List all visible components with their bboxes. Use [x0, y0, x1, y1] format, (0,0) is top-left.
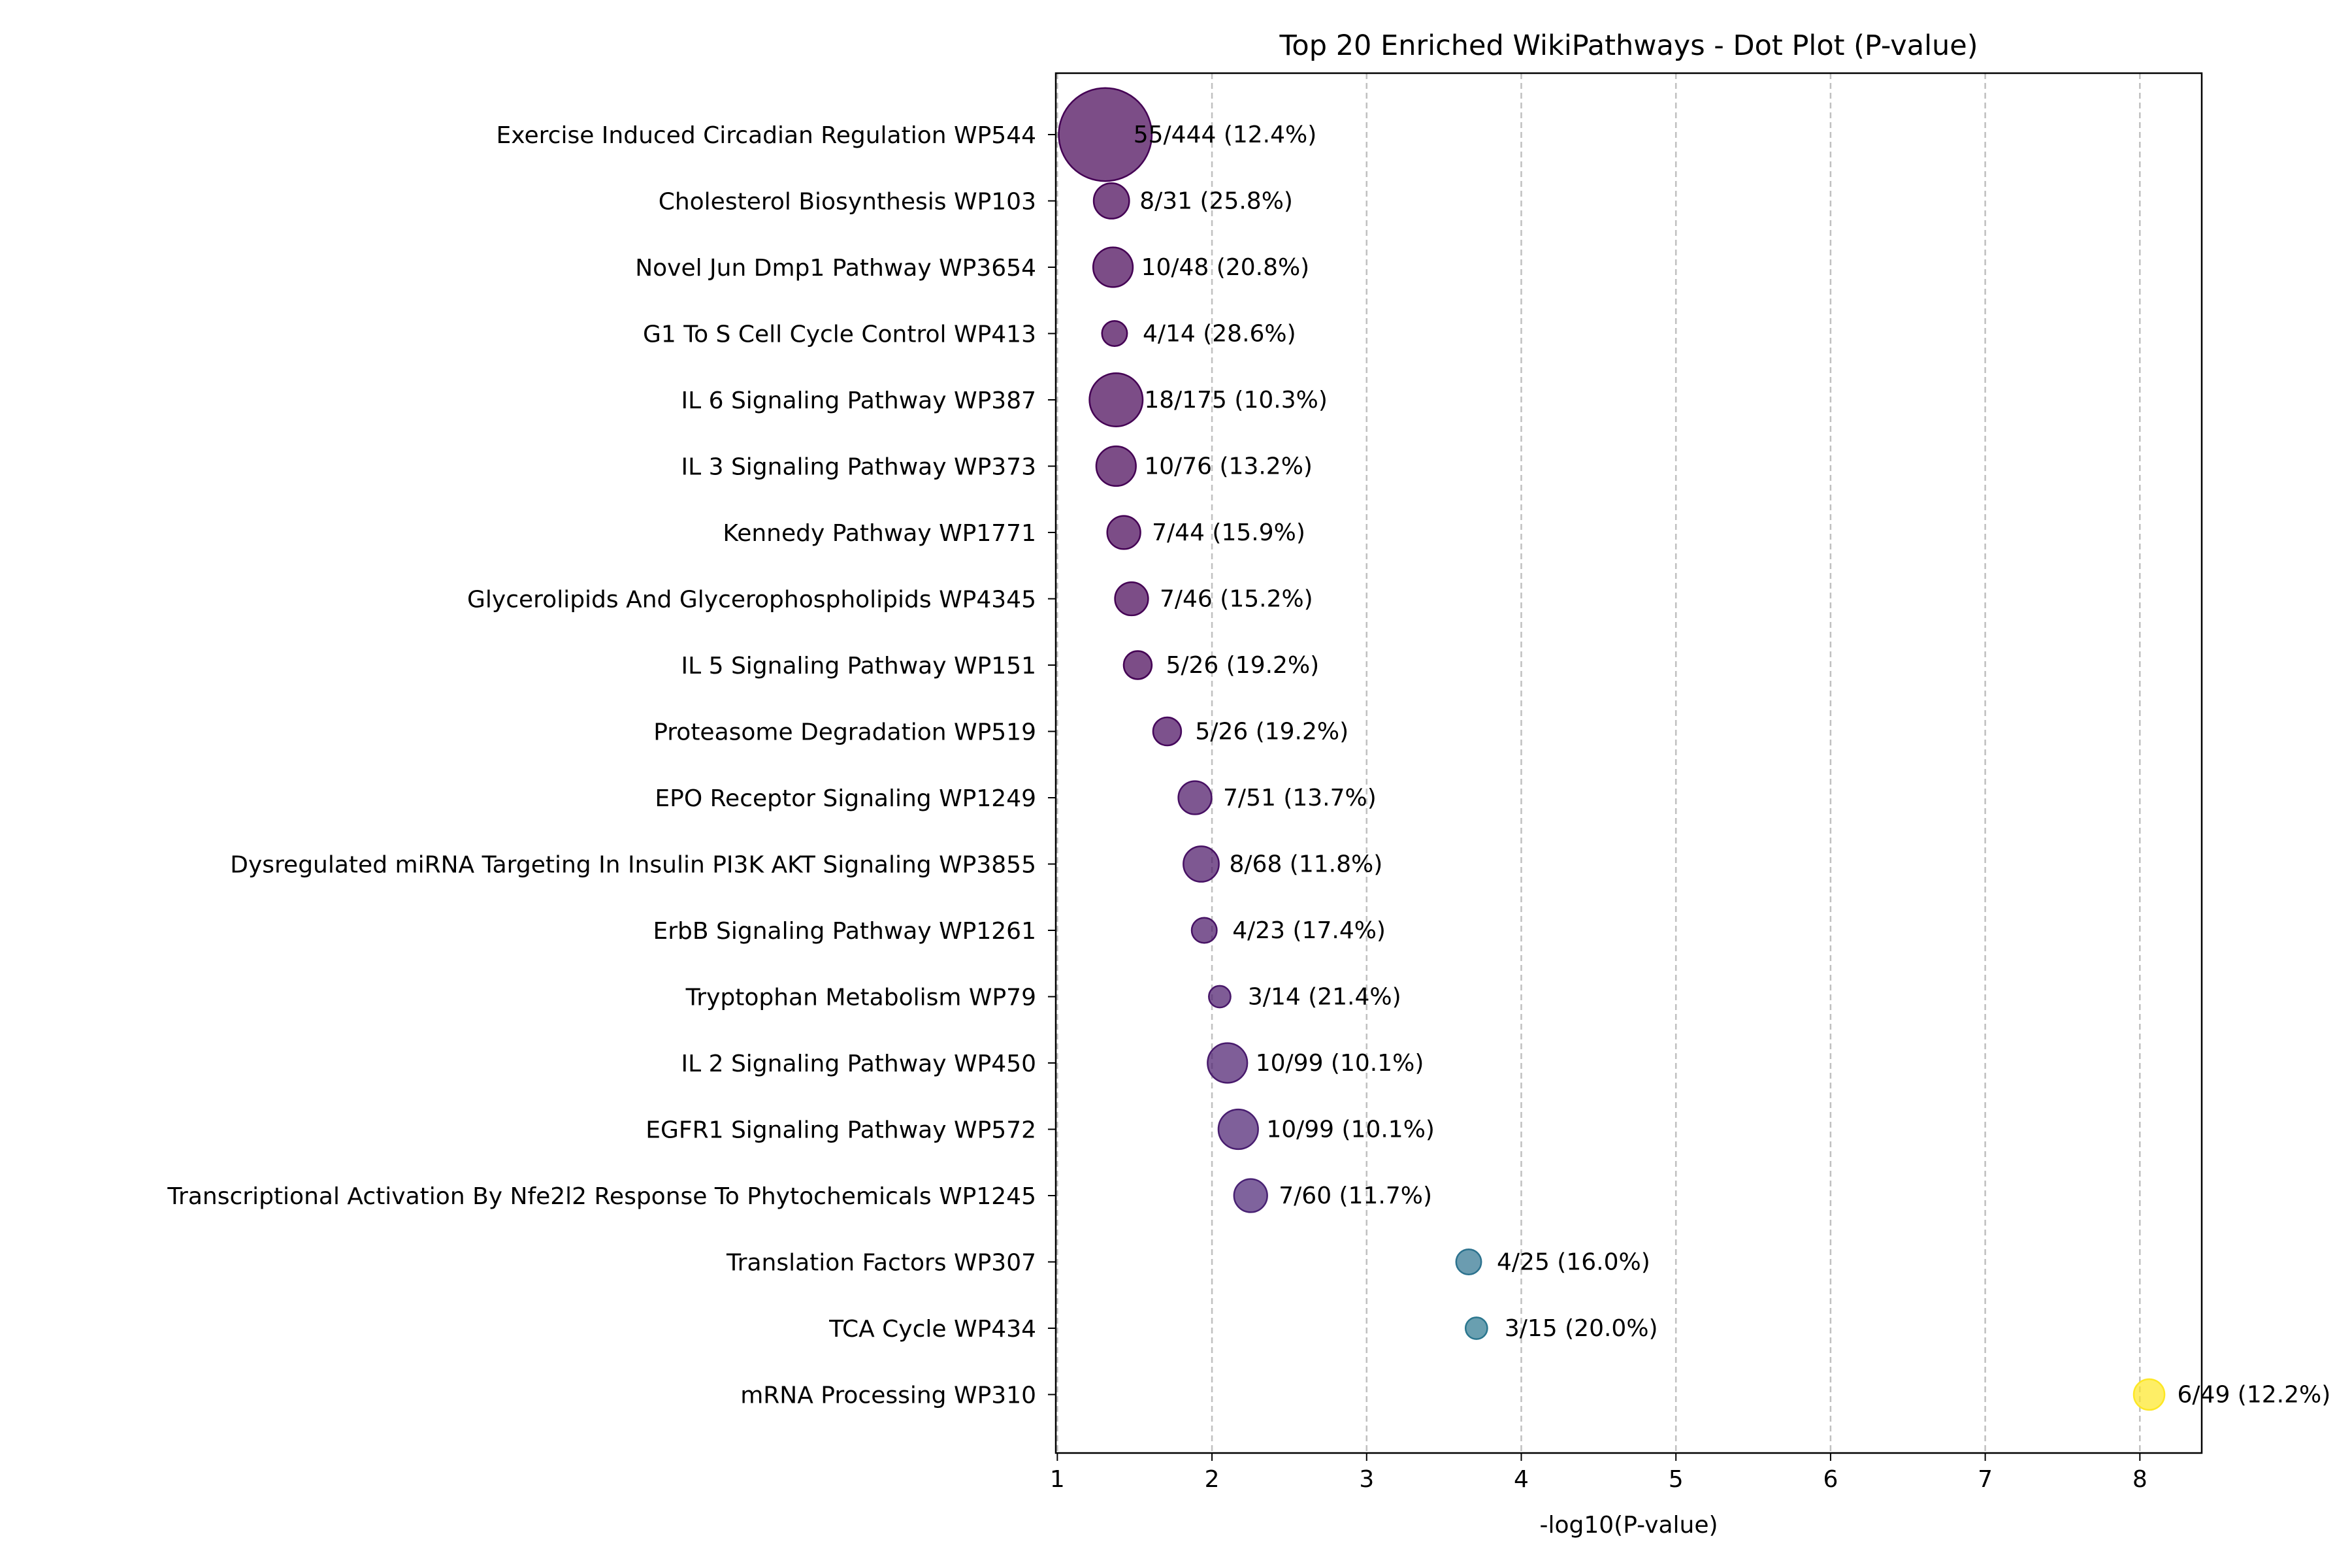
x-tick-label: 2	[1205, 1466, 1220, 1493]
y-tick-label: Kennedy Pathway WP1771	[723, 520, 1036, 547]
data-point	[1177, 780, 1213, 815]
data-point	[1152, 716, 1183, 747]
data-label: 4/23 (17.4%)	[1232, 917, 1386, 944]
y-tick-label: Glycerolipids And Glycerophospholipids W…	[467, 587, 1036, 613]
x-axis-label: -log10(P-value)	[1539, 1512, 1718, 1539]
y-tick-label: EPO Receptor Signaling WP1249	[655, 785, 1036, 812]
axes-frame	[1054, 72, 2203, 1454]
data-point	[1106, 515, 1141, 550]
data-label: 10/99 (10.1%)	[1266, 1117, 1435, 1143]
data-label: 8/31 (25.8%)	[1139, 188, 1293, 215]
data-point	[1183, 845, 1220, 883]
data-point	[1464, 1316, 1488, 1340]
data-label: 6/49 (12.2%)	[2178, 1382, 2331, 1409]
y-axis-category-labels: Exercise Induced Circadian Regulation WP…	[167, 122, 1036, 1409]
y-tick-label: TCA Cycle WP434	[828, 1316, 1036, 1343]
x-axis-ticks: 1 2 3 4 5 6 7 8	[1048, 134, 2148, 1493]
y-tick-label: G1 To S Cell Cycle Control WP413	[643, 321, 1036, 348]
data-label: 10/99 (10.1%)	[1256, 1050, 1424, 1077]
data-point	[1217, 1108, 1259, 1151]
y-tick-label: Translation Factors WP307	[726, 1250, 1036, 1277]
y-tick-label: EGFR1 Signaling Pathway WP572	[645, 1117, 1036, 1144]
data-label: 7/46 (15.2%)	[1160, 586, 1313, 613]
data-point	[1095, 445, 1137, 487]
chart-title: Top 20 Enriched WikiPathways - Dot Plot …	[1279, 29, 1978, 62]
x-tick-label: 5	[1669, 1466, 1684, 1493]
y-tick-label: IL 3 Signaling Pathway WP373	[681, 454, 1036, 481]
data-label: 4/25 (16.0%)	[1497, 1249, 1650, 1276]
data-label: 55/444 (12.4%)	[1134, 122, 1317, 148]
data-label: 7/44 (15.9%)	[1152, 519, 1305, 546]
x-tick-label: 1	[1050, 1466, 1065, 1493]
y-tick-label: Cholesterol Biosynthesis WP103	[659, 189, 1036, 216]
data-point	[1092, 182, 1130, 220]
y-tick-label: Exercise Induced Circadian Regulation WP…	[497, 122, 1036, 149]
y-tick-label: Novel Jun Dmp1 Pathway WP3654	[635, 255, 1036, 282]
data-label: 18/175 (10.3%)	[1144, 387, 1328, 414]
y-tick-label: Dysregulated miRNA Targeting In Insulin …	[230, 852, 1036, 879]
dots	[1058, 87, 2166, 1411]
data-point	[1092, 246, 1134, 288]
data-point	[2132, 1378, 2166, 1411]
x-tick-label: 7	[1978, 1466, 1993, 1493]
data-point	[1114, 581, 1149, 617]
data-label: 7/51 (13.7%)	[1223, 785, 1377, 811]
data-label: 4/14 (28.6%)	[1143, 321, 1296, 348]
y-tick-label: IL 2 Signaling Pathway WP450	[681, 1051, 1036, 1077]
data-point	[1058, 87, 1153, 182]
data-label: 10/76 (13.2%)	[1144, 453, 1313, 480]
x-tick-label: 3	[1359, 1466, 1374, 1493]
data-label: 8/68 (11.8%)	[1230, 851, 1383, 878]
y-tick-label: Transcriptional Activation By Nfe2l2 Res…	[167, 1183, 1036, 1210]
data-point	[1122, 650, 1153, 680]
data-label: 7/60 (11.7%)	[1279, 1183, 1432, 1209]
y-tick-label: Proteasome Degradation WP519	[653, 719, 1036, 746]
plot-frame	[1054, 72, 2203, 1454]
x-tick-label: 8	[2132, 1466, 2148, 1493]
data-point	[1190, 917, 1218, 944]
y-tick-label: Tryptophan Metabolism WP79	[685, 985, 1036, 1011]
data-label: 5/26 (19.2%)	[1166, 652, 1319, 679]
x-tick-label: 6	[1823, 1466, 1838, 1493]
data-point	[1233, 1178, 1268, 1213]
y-tick-label: IL 5 Signaling Pathway WP151	[681, 653, 1036, 679]
data-label: 10/48 (20.8%)	[1141, 254, 1310, 281]
y-tick-label: ErbB Signaling Pathway WP1261	[653, 918, 1037, 945]
dot-annotations: 55/444 (12.4%) 8/31 (25.8%) 10/48 (20.8%) 4…	[1134, 122, 2331, 1409]
data-point	[1088, 372, 1144, 427]
y-tick-label: IL 6 Signaling Pathway WP387	[681, 387, 1036, 414]
grid-lines	[1056, 73, 2141, 1453]
data-point	[1207, 1042, 1249, 1084]
x-tick-label: 4	[1514, 1466, 1529, 1493]
data-point	[1455, 1249, 1482, 1275]
data-point	[1208, 985, 1232, 1009]
y-tick-label: mRNA Processing WP310	[740, 1382, 1036, 1409]
data-label: 5/26 (19.2%)	[1195, 719, 1348, 745]
data-label: 3/14 (21.4%)	[1248, 984, 1401, 1011]
data-label: 3/15 (20.0%)	[1505, 1315, 1658, 1342]
data-point	[1101, 320, 1128, 347]
